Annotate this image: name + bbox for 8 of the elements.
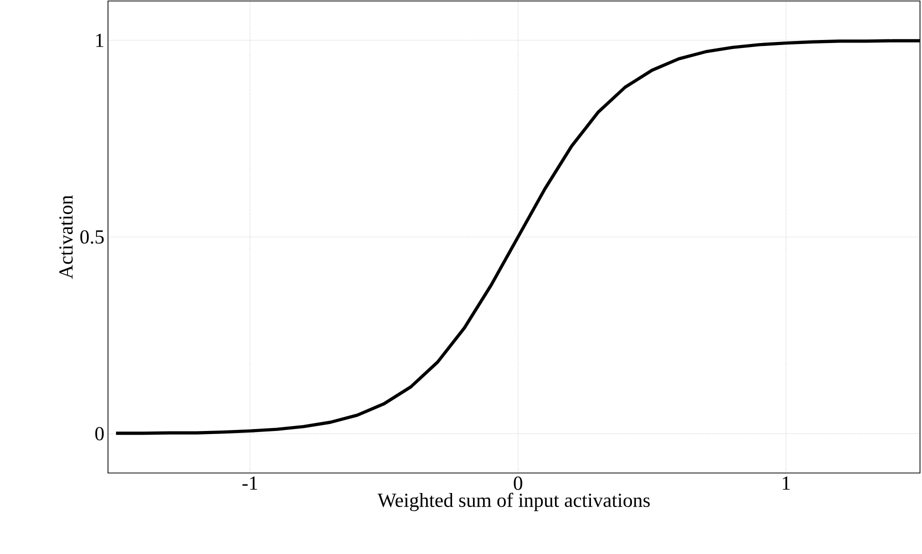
x-tick-label: -1: [242, 476, 258, 490]
y-tick-label: 0: [95, 426, 104, 440]
y-axis-title: Activation: [59, 195, 73, 279]
y-tick-label: 0.5: [80, 230, 104, 244]
x-axis-title: Weighted sum of input activations: [378, 492, 650, 512]
y-tick-label: 1: [96, 34, 104, 47]
x-tick-label: 1: [782, 476, 790, 490]
x-tick-label: 0: [514, 476, 522, 490]
